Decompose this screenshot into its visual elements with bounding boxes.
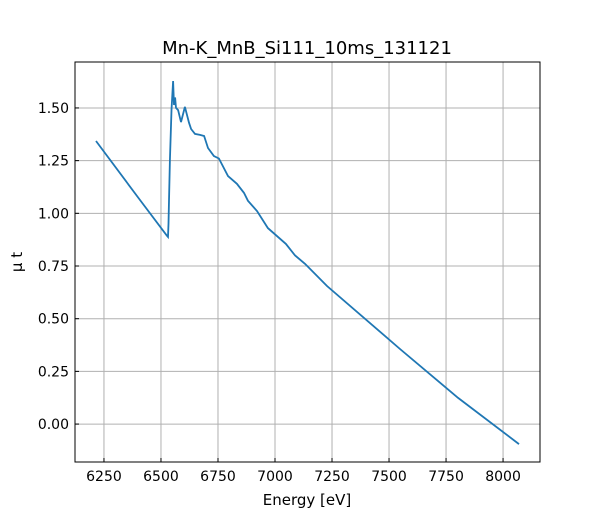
x-tick-label: 6500 [143,469,179,485]
y-tick-label: 0.25 [38,364,69,380]
y-tick-label: 0.75 [38,259,69,275]
x-tick-label: 6750 [200,469,236,485]
chart-title: Mn-K_MnB_Si111_10ms_131121 [162,38,452,59]
x-tick-label: 6250 [86,469,122,485]
x-tick-label: 7750 [428,469,464,485]
y-tick-label: 1.25 [38,154,69,170]
series-line-mu-t [95,80,520,445]
x-axis-label: Energy [eV] [263,491,351,509]
y-tick-label: 0.50 [38,312,69,328]
y-tick-label: 1.50 [38,101,69,117]
x-tick-label: 7250 [314,469,350,485]
x-tick-label: 7500 [371,469,407,485]
y-tick-label: 0.00 [38,417,69,433]
y-tick-label: 1.00 [38,206,69,222]
plot-frame [74,61,541,463]
x-tick-label: 8000 [485,469,521,485]
x-tick-label: 7000 [257,469,293,485]
y-axis-label: μ t [8,252,26,272]
